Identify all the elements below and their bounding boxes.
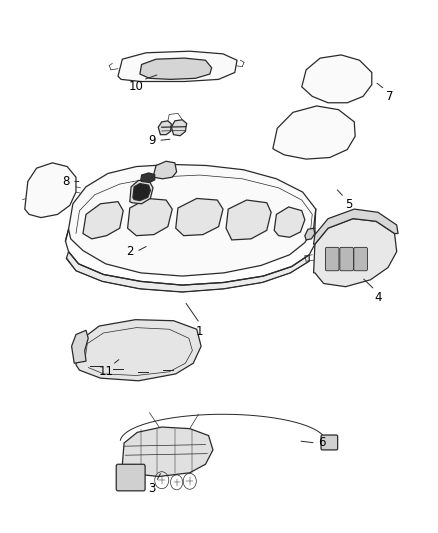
- Text: 8: 8: [62, 175, 69, 188]
- Polygon shape: [66, 252, 308, 292]
- Text: 3: 3: [148, 482, 155, 495]
- Polygon shape: [71, 330, 88, 364]
- Polygon shape: [118, 51, 237, 82]
- Polygon shape: [141, 173, 154, 182]
- Polygon shape: [274, 207, 304, 237]
- FancyBboxPatch shape: [353, 247, 367, 271]
- Polygon shape: [171, 120, 186, 136]
- Text: 7: 7: [385, 90, 392, 103]
- Polygon shape: [25, 163, 76, 217]
- Polygon shape: [304, 228, 314, 240]
- Polygon shape: [175, 198, 223, 236]
- FancyBboxPatch shape: [339, 247, 353, 271]
- Polygon shape: [133, 183, 150, 200]
- Polygon shape: [152, 161, 176, 179]
- Text: 9: 9: [148, 134, 155, 147]
- Polygon shape: [122, 427, 212, 477]
- Polygon shape: [68, 165, 315, 276]
- Text: 2: 2: [126, 245, 133, 258]
- Polygon shape: [313, 219, 396, 287]
- Polygon shape: [130, 180, 152, 204]
- Text: 11: 11: [98, 365, 113, 378]
- FancyBboxPatch shape: [325, 247, 338, 271]
- Polygon shape: [83, 201, 123, 239]
- Polygon shape: [313, 209, 397, 244]
- Polygon shape: [158, 121, 171, 135]
- Polygon shape: [140, 58, 211, 79]
- Text: 4: 4: [373, 291, 381, 304]
- Polygon shape: [272, 106, 354, 159]
- FancyBboxPatch shape: [116, 464, 145, 491]
- Polygon shape: [301, 55, 371, 103]
- Text: 1: 1: [196, 325, 203, 338]
- Text: 10: 10: [129, 80, 144, 93]
- FancyBboxPatch shape: [320, 435, 337, 450]
- Polygon shape: [76, 320, 201, 381]
- Text: 5: 5: [344, 198, 351, 211]
- Text: 6: 6: [318, 437, 325, 449]
- Polygon shape: [127, 198, 172, 236]
- Polygon shape: [226, 200, 271, 240]
